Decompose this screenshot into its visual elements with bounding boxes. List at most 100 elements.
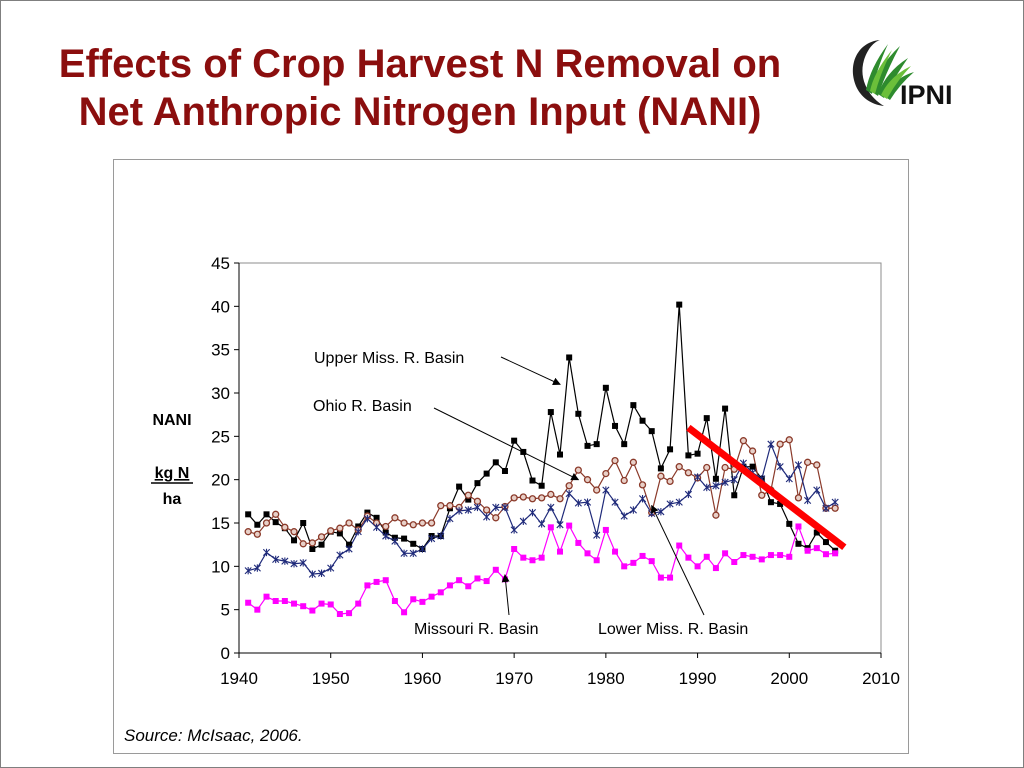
data-point-upper-miss <box>410 540 417 547</box>
data-point-missouri <box>327 601 334 608</box>
data-point-ohio <box>427 519 436 527</box>
y-tick-label: 0 <box>221 644 230 663</box>
title-line-2: Net Anthropic Nitrogen Input (NANI) <box>78 90 762 134</box>
data-point-upper-miss <box>401 535 408 542</box>
data-point-lower-miss <box>455 507 463 515</box>
data-point-missouri <box>593 557 600 564</box>
data-point-missouri <box>712 565 719 572</box>
data-point-lower-miss <box>409 549 417 558</box>
data-point-missouri <box>483 578 490 585</box>
data-point-upper-miss <box>584 442 591 449</box>
nani-line-chart: 0 5 10 15 20 25 30 35 40 45 1940 1950 1960 1970 1980 19… <box>151 254 900 688</box>
data-point-missouri <box>373 578 380 585</box>
data-point-upper-miss <box>749 463 756 470</box>
y-tick-label: 20 <box>211 471 230 490</box>
series-line-missouri <box>247 524 836 615</box>
data-point-lower-miss <box>629 506 637 514</box>
data-point-upper-miss <box>685 452 692 459</box>
data-point-lower-miss <box>574 499 582 507</box>
data-point-ohio <box>758 491 766 499</box>
data-point-missouri <box>822 551 829 558</box>
data-point-upper-miss <box>474 480 481 487</box>
data-point-lower-miss <box>785 475 793 483</box>
data-point-ohio <box>473 497 482 505</box>
data-point-upper-miss <box>254 521 261 528</box>
data-point-missouri <box>281 598 288 604</box>
data-point-upper-miss <box>703 415 710 422</box>
data-point-ohio <box>583 476 592 484</box>
data-point-ohio <box>464 491 472 499</box>
data-point-missouri <box>657 574 664 581</box>
annotation-label: Missouri R. Basin <box>414 621 538 638</box>
data-point-upper-miss <box>593 441 600 448</box>
data-point-upper-miss <box>602 384 609 391</box>
data-point-missouri <box>566 522 573 529</box>
data-point-ohio <box>593 486 601 494</box>
data-point-ohio <box>290 528 298 536</box>
data-point-upper-miss <box>657 465 664 472</box>
y-tick-label: 5 <box>221 601 230 620</box>
data-point-ohio <box>409 521 417 529</box>
data-point-lower-miss <box>657 508 665 516</box>
data-point-ohio <box>538 494 546 502</box>
data-point-missouri <box>456 577 463 584</box>
data-point-ohio <box>418 519 427 527</box>
data-point-ohio <box>776 440 784 448</box>
data-point-lower-miss <box>510 526 518 534</box>
data-point-missouri <box>832 550 839 557</box>
data-point-missouri <box>767 552 774 559</box>
data-point-missouri <box>703 553 710 560</box>
data-point-ohio <box>308 539 317 547</box>
data-point-upper-miss <box>547 409 554 416</box>
x-tick-label: 1980 <box>587 669 625 688</box>
data-point-missouri <box>428 593 435 600</box>
data-point-ohio <box>620 476 628 485</box>
data-point-missouri <box>795 523 802 530</box>
chart-container: 0 5 10 15 20 25 30 35 40 45 1940 1950 1960 1970 1980 19… <box>113 159 909 754</box>
data-point-lower-miss <box>620 512 628 520</box>
logo-text: IPNI <box>900 80 953 110</box>
data-point-upper-miss <box>722 405 729 412</box>
x-tick-label: 1940 <box>220 669 258 688</box>
data-point-upper-miss <box>511 437 518 444</box>
data-point-missouri <box>520 554 527 561</box>
data-point-ohio <box>262 519 271 527</box>
data-point-upper-miss <box>309 546 316 552</box>
data-point-lower-miss <box>804 496 812 505</box>
data-point-missouri <box>419 598 426 605</box>
slide-title: Effects of Crop Harvest N Removal on Net… <box>20 40 820 136</box>
y-axis-label-nani: NANI <box>152 412 191 429</box>
data-point-ohio <box>831 504 839 512</box>
data-point-upper-miss <box>630 402 637 409</box>
data-point-missouri <box>813 545 820 552</box>
data-point-lower-miss <box>528 508 537 517</box>
data-point-lower-miss <box>822 504 830 512</box>
data-point-ohio <box>510 494 518 502</box>
data-point-lower-miss <box>593 531 601 539</box>
data-point-missouri <box>263 593 270 600</box>
data-point-upper-miss <box>373 514 380 521</box>
data-point-ohio <box>400 519 408 527</box>
data-point-upper-miss <box>529 477 536 484</box>
data-point-missouri <box>547 524 554 531</box>
data-point-lower-miss <box>712 482 720 490</box>
data-point-ohio <box>703 463 711 472</box>
data-point-missouri <box>722 550 729 557</box>
x-tick-label: 1960 <box>404 669 442 688</box>
data-point-lower-miss <box>556 521 564 529</box>
data-point-lower-miss <box>501 503 509 512</box>
data-point-ohio <box>657 472 665 480</box>
series-line-upper-miss <box>247 304 836 552</box>
data-point-lower-miss <box>400 549 408 558</box>
ipni-logo-graphic: IPNI <box>852 40 953 110</box>
data-point-lower-miss <box>372 523 381 532</box>
x-tick-label: 1970 <box>495 669 533 688</box>
data-point-ohio <box>446 502 454 510</box>
data-point-ohio <box>299 540 307 548</box>
series-line-lower-miss <box>248 442 836 575</box>
data-point-upper-miss <box>492 459 499 466</box>
data-point-ohio <box>519 493 527 501</box>
data-point-upper-miss <box>694 450 701 457</box>
data-point-missouri <box>355 600 362 607</box>
data-point-lower-miss <box>437 532 445 540</box>
